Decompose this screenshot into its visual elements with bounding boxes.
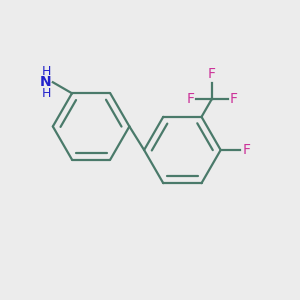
Text: H: H: [42, 65, 51, 78]
Text: F: F: [230, 92, 238, 106]
Text: F: F: [208, 67, 216, 81]
Text: F: F: [186, 92, 194, 106]
Text: H: H: [42, 87, 51, 100]
Text: F: F: [242, 143, 250, 157]
Text: N: N: [40, 75, 51, 89]
